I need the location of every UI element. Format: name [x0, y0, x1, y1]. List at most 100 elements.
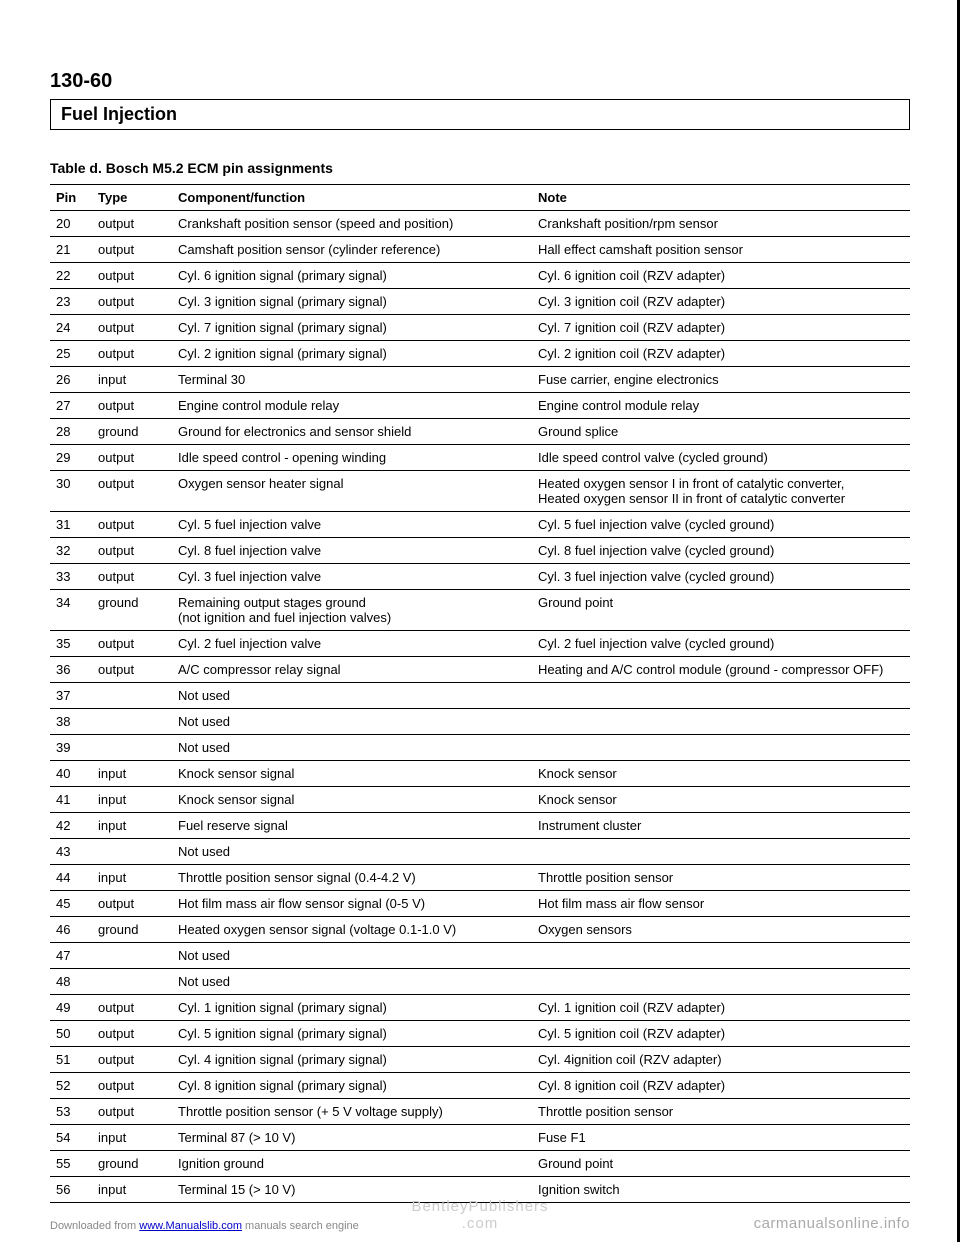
table-cell: Fuse carrier, engine electronics: [532, 367, 910, 393]
table-cell: Hot film mass air flow sensor: [532, 891, 910, 917]
section-title: Fuel Injection: [61, 104, 177, 124]
table-cell: Knock sensor signal: [172, 761, 532, 787]
table-cell: Cyl. 3 ignition signal (primary signal): [172, 289, 532, 315]
table-row: 37 Not used: [50, 683, 910, 709]
table-cell: 50: [50, 1021, 92, 1047]
table-cell: output: [92, 471, 172, 512]
table-cell: Idle speed control - opening winding: [172, 445, 532, 471]
table-cell: 54: [50, 1125, 92, 1151]
table-cell: 32: [50, 538, 92, 564]
table-cell: 53: [50, 1099, 92, 1125]
column-header-pin: Pin: [50, 185, 92, 211]
table-cell: Cyl. 6 ignition signal (primary signal): [172, 263, 532, 289]
table-cell: output: [92, 1099, 172, 1125]
table-cell: 27: [50, 393, 92, 419]
table-row: 29outputIdle speed control - opening win…: [50, 445, 910, 471]
table-row: 48Not used: [50, 969, 910, 995]
table-cell: 39: [50, 735, 92, 761]
table-cell: Cyl. 5 fuel injection valve (cycled grou…: [532, 512, 910, 538]
table-cell: ground: [92, 590, 172, 631]
table-cell: output: [92, 891, 172, 917]
table-cell: Terminal 87 (> 10 V): [172, 1125, 532, 1151]
table-cell: Camshaft position sensor (cylinder refer…: [172, 237, 532, 263]
table-cell: output: [92, 341, 172, 367]
table-row: 35outputCyl. 2 fuel injection valveCyl. …: [50, 631, 910, 657]
table-cell: Throttle position sensor (+ 5 V voltage …: [172, 1099, 532, 1125]
table-row: 34groundRemaining output stages ground(n…: [50, 590, 910, 631]
table-cell: output: [92, 1021, 172, 1047]
table-cell: Cyl. 2 fuel injection valve (cycled grou…: [532, 631, 910, 657]
table-cell: 49: [50, 995, 92, 1021]
table-cell: [92, 839, 172, 865]
table-cell: 44: [50, 865, 92, 891]
table-cell: input: [92, 1125, 172, 1151]
table-cell: Ground point: [532, 1151, 910, 1177]
table-cell: 33: [50, 564, 92, 590]
table-cell: Fuse F1: [532, 1125, 910, 1151]
table-cell: 35: [50, 631, 92, 657]
table-cell: Ignition switch: [532, 1177, 910, 1203]
table-cell: Cyl. 7 ignition coil (RZV adapter): [532, 315, 910, 341]
table-cell: Not used: [172, 683, 532, 709]
table-cell: Cyl. 3 ignition coil (RZV adapter): [532, 289, 910, 315]
table-cell: [532, 943, 910, 969]
table-cell: Heated oxygen sensor I in front of catal…: [532, 471, 910, 512]
table-cell: Cyl. 4 ignition signal (primary signal): [172, 1047, 532, 1073]
table-row: 53outputThrottle position sensor (+ 5 V …: [50, 1099, 910, 1125]
table-row: 24outputCyl. 7 ignition signal (primary …: [50, 315, 910, 341]
table-cell: [532, 683, 910, 709]
table-cell: 40: [50, 761, 92, 787]
table-cell: Not used: [172, 735, 532, 761]
table-cell: Cyl. 6 ignition coil (RZV adapter): [532, 263, 910, 289]
table-row: 39 Not used: [50, 735, 910, 761]
table-cell: Hot film mass air flow sensor signal (0-…: [172, 891, 532, 917]
table-cell: Terminal 30: [172, 367, 532, 393]
footer-center-bottom: .com: [411, 1215, 548, 1232]
column-header-component: Component/function: [172, 185, 532, 211]
table-cell: output: [92, 211, 172, 237]
section-title-box: Fuel Injection: [50, 99, 910, 130]
page-number: 130-60: [50, 70, 910, 93]
table-caption: Table d. Bosch M5.2 ECM pin assignments: [50, 160, 910, 176]
pin-assignments-table: Pin Type Component/function Note 20outpu…: [50, 184, 910, 1203]
table-cell: Remaining output stages ground(not ignit…: [172, 590, 532, 631]
table-cell: Knock sensor: [532, 787, 910, 813]
table-cell: 56: [50, 1177, 92, 1203]
footer-center: BentleyPublishers .com: [411, 1198, 548, 1232]
table-cell: Hall effect camshaft position sensor: [532, 237, 910, 263]
table-cell: output: [92, 538, 172, 564]
table-row: 45outputHot film mass air flow sensor si…: [50, 891, 910, 917]
table-cell: Knock sensor: [532, 761, 910, 787]
table-cell: 34: [50, 590, 92, 631]
table-row: 36outputA/C compressor relay signalHeati…: [50, 657, 910, 683]
table-cell: Heating and A/C control module (ground -…: [532, 657, 910, 683]
table-cell: input: [92, 787, 172, 813]
table-cell: 52: [50, 1073, 92, 1099]
table-cell: Throttle position sensor signal (0.4-4.2…: [172, 865, 532, 891]
table-cell: input: [92, 865, 172, 891]
footer-left-link[interactable]: www.Manualslib.com: [139, 1220, 242, 1232]
table-cell: [92, 943, 172, 969]
table-cell: 24: [50, 315, 92, 341]
table-cell: Cyl. 3 fuel injection valve: [172, 564, 532, 590]
table-cell: Cyl. 8 ignition signal (primary signal): [172, 1073, 532, 1099]
table-row: 40inputKnock sensor signalKnock sensor: [50, 761, 910, 787]
table-cell: input: [92, 813, 172, 839]
table-cell: Cyl. 3 fuel injection valve (cycled grou…: [532, 564, 910, 590]
table-cell: A/C compressor relay signal: [172, 657, 532, 683]
table-cell: 37: [50, 683, 92, 709]
table-cell: 30: [50, 471, 92, 512]
table-row: 52outputCyl. 8 ignition signal (primary …: [50, 1073, 910, 1099]
table-row: 42inputFuel reserve signalInstrument clu…: [50, 813, 910, 839]
table-cell: Not used: [172, 969, 532, 995]
table-cell: Idle speed control valve (cycled ground): [532, 445, 910, 471]
table-row: 21outputCamshaft position sensor (cylind…: [50, 237, 910, 263]
table-cell: Cyl. 5 fuel injection valve: [172, 512, 532, 538]
table-cell: [532, 735, 910, 761]
table-cell: Fuel reserve signal: [172, 813, 532, 839]
table-cell: Throttle position sensor: [532, 865, 910, 891]
table-cell: Ignition ground: [172, 1151, 532, 1177]
table-cell: Cyl. 2 fuel injection valve: [172, 631, 532, 657]
table-cell: input: [92, 1177, 172, 1203]
table-cell: Heated oxygen sensor signal (voltage 0.1…: [172, 917, 532, 943]
